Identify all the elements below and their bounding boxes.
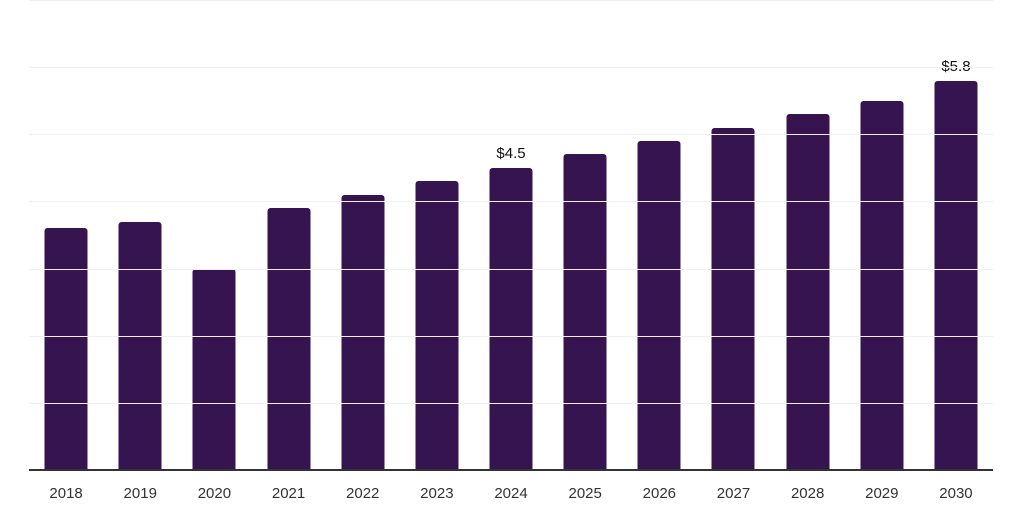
gridline [29,402,993,404]
bar-2019 [118,221,162,470]
bar-slot-2021 [251,0,325,470]
bar-2021 [267,208,311,470]
bar-slot-2026 [622,0,696,470]
bar-2029 [860,100,904,470]
plot-area: $4.5 $5.8 [29,0,993,470]
bar-value-label-2024: $4.5 [496,144,526,162]
bar-slot-2028 [771,0,845,470]
x-tick-label-2030: 2030 [939,485,973,502]
bar-slot-2029 [845,0,919,470]
bar-2020 [192,268,236,470]
x-tick-label-2020: 2020 [197,485,232,502]
bar-2023 [415,181,459,470]
bar-slot-2023 [400,0,474,470]
gridline [29,67,993,69]
x-axis: 2018 2019 2020 2021 2022 2023 2024 2025 2026 2027… [29,482,993,505]
gridline [29,201,993,203]
x-tick-label-2024: 2024 [494,485,528,502]
x-tick-label-2021: 2021 [271,485,306,502]
x-tick-label-2022: 2022 [346,485,380,502]
bar-2022 [341,194,385,470]
bar-slot-2020 [177,0,251,470]
bar-value-label-2030: $5.8 [941,57,971,75]
bar-slot-2030: $5.8 [919,0,993,470]
x-tick-label-2028: 2028 [790,485,825,502]
x-tick-label-2023: 2023 [420,485,454,502]
bar-slot-2027 [696,0,770,470]
bar-slot-2025 [548,0,622,470]
bar-slot-2022 [326,0,400,470]
bar-2030 [934,80,978,470]
gridline [29,335,993,337]
bar-2026 [637,141,681,470]
bar-slot-2024: $4.5 [474,0,548,470]
bar-2025 [563,154,607,470]
bar-2028 [786,114,830,470]
x-tick-label-2026: 2026 [642,485,677,502]
x-tick-label-2018: 2018 [49,485,83,502]
bar-2024 [489,167,533,470]
x-tick-label-2029: 2029 [865,485,899,502]
x-axis-line [29,469,993,471]
bar-slot-2018 [29,0,103,470]
bar-2027 [711,127,755,470]
x-tick-label-2025: 2025 [568,485,602,502]
x-tick-label-2019: 2019 [123,485,157,502]
gridline [29,134,993,136]
gridline [29,0,993,1]
bar-2018 [44,228,88,470]
bars-row: $4.5 $5.8 [29,0,993,470]
bar-slot-2019 [103,0,177,470]
gridline [29,268,993,270]
x-tick-label-2027: 2027 [716,485,751,502]
